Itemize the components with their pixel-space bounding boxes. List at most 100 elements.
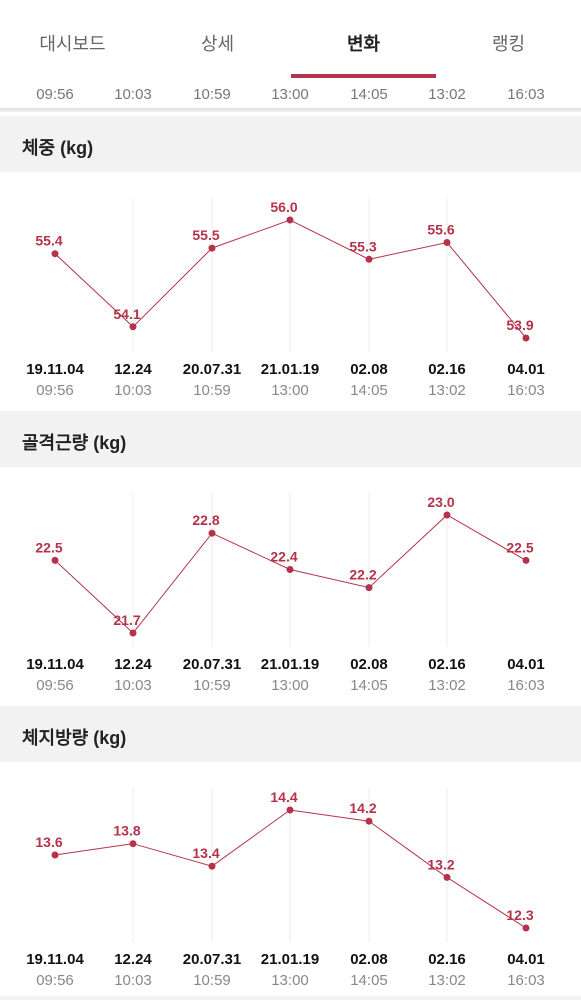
data-point [129,323,137,331]
data-label: 22.5 [506,539,533,555]
data-point [286,806,294,814]
fat-chart-title: 체지방량 (kg) [22,728,127,748]
x-tick-time: 13:00 [271,972,309,989]
data-label: 23.0 [427,494,454,510]
data-label: 56.0 [270,199,297,215]
time-label: 10:03 [114,86,152,103]
weight-chart: 55.4 54.1 55.5 56.0 55.3 55.6 53.9 19.11.04 12.2… [26,198,545,399]
tab-dashboard[interactable]: 대시보드 [39,34,106,54]
data-label: 53.9 [506,317,533,333]
x-tick-time: 16:03 [507,677,545,694]
data-label: 55.5 [192,227,219,243]
data-point [365,584,373,592]
tab-ranking[interactable]: 랭킹 [491,34,526,54]
tab-bar: 대시보드 상세 변화 랭킹 [0,0,581,80]
active-tab-indicator [291,74,436,78]
data-point [208,529,216,537]
data-label: 13.6 [35,834,62,850]
data-point [522,334,530,342]
time-label: 14:05 [350,86,388,103]
x-tick-date: 04.01 [507,656,545,673]
weight-section-header: 체중 (kg) [0,116,581,172]
x-tick-date: 21.01.19 [261,361,319,378]
data-label: 22.2 [349,567,376,583]
top-time-row: 09:56 10:03 10:59 13:00 14:05 13:02 16:0… [0,80,581,108]
fat-section-header: 체지방량 (kg) [0,706,581,762]
x-tick-date: 19.11.04 [26,361,84,378]
x-tick-date: 04.01 [507,951,545,968]
divider [0,996,581,1000]
x-tick-date: 04.01 [507,361,545,378]
data-label: 54.1 [113,306,140,322]
data-label: 55.4 [35,233,62,249]
x-tick-time: 13:02 [428,677,466,694]
x-tick-time: 13:00 [271,382,309,399]
x-tick-date: 19.11.04 [26,951,84,968]
data-label: 55.3 [349,238,376,254]
muscle-chart-panel: 22.5 21.7 22.8 22.4 22.2 23.0 22.5 19.11.04 12.2… [0,467,581,697]
x-tick-time: 13:02 [428,972,466,989]
data-point [208,862,216,870]
x-tick-time: 09:56 [36,382,74,399]
x-tick-date: 12.24 [114,951,152,968]
time-label: 13:00 [271,86,309,103]
x-tick-date: 02.08 [350,656,388,673]
fat-chart: 13.6 13.8 13.4 14.4 14.2 13.2 12.3 19.11.04 12.2… [26,788,545,989]
muscle-chart: 22.5 21.7 22.8 22.4 22.2 23.0 22.5 19.11.04 12.2… [26,493,545,694]
data-point [208,244,216,252]
x-tick-date: 02.16 [428,951,466,968]
x-tick-date: 21.01.19 [261,656,319,673]
data-label: 13.8 [113,823,140,839]
x-tick-time: 10:59 [193,382,231,399]
x-tick-time: 10:59 [193,972,231,989]
data-label: 55.6 [427,222,454,238]
data-label: 14.4 [270,789,297,805]
data-point [51,851,59,859]
data-point [129,629,137,637]
tab-change[interactable]: 변화 [346,34,381,54]
x-tick-date: 20.07.31 [183,656,241,673]
data-point [286,216,294,224]
data-label: 21.7 [113,612,140,628]
data-point [443,873,451,881]
weight-chart-panel: 55.4 54.1 55.5 56.0 55.3 55.6 53.9 19.11.04 12.2… [0,172,581,402]
data-point [443,239,451,246]
x-tick-date: 12.24 [114,361,152,378]
x-tick-time: 10:59 [193,677,231,694]
data-point [365,817,373,825]
x-tick-date: 21.01.19 [261,951,319,968]
x-tick-date: 19.11.04 [26,656,84,673]
data-point [129,840,137,848]
data-label: 12.3 [506,907,533,923]
x-tick-time: 10:03 [114,382,152,399]
x-tick-date: 20.07.31 [183,361,241,378]
data-point [365,255,373,263]
x-tick-time: 09:56 [36,677,74,694]
data-point [522,556,530,564]
x-tick-date: 02.16 [428,361,466,378]
x-tick-time: 16:03 [507,972,545,989]
time-label: 09:56 [36,86,74,103]
time-label: 16:03 [507,86,545,103]
data-label: 13.2 [427,856,454,872]
divider [0,108,581,112]
x-tick-time: 14:05 [350,677,388,694]
data-point [51,250,59,258]
x-tick-time: 09:56 [36,972,74,989]
muscle-section-header: 골격근량 (kg) [0,411,581,467]
data-point [51,556,59,564]
data-label: 14.2 [349,800,376,816]
tab-detail[interactable]: 상세 [200,34,235,54]
data-label: 13.4 [192,845,219,861]
x-tick-date: 12.24 [114,656,152,673]
x-tick-time: 14:05 [350,972,388,989]
x-tick-time: 13:02 [428,382,466,399]
x-tick-time: 13:00 [271,677,309,694]
x-tick-date: 20.07.31 [183,951,241,968]
data-label: 22.8 [192,512,219,528]
x-tick-date: 02.08 [350,361,388,378]
time-label: 10:59 [193,86,231,103]
x-tick-date: 02.16 [428,656,466,673]
data-point [286,566,294,573]
x-tick-time: 14:05 [350,382,388,399]
